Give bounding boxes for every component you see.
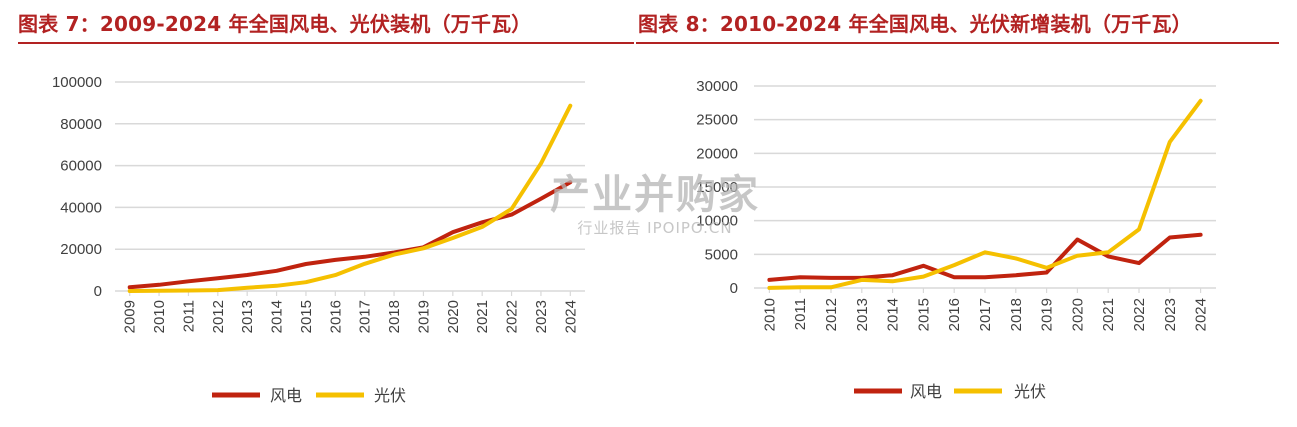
x-tick-label: 2010	[151, 300, 168, 333]
legend-label-solar: 光伏	[374, 386, 406, 405]
x-tick-label: 2010	[761, 298, 778, 331]
figure-title: 图表 8：2010-2024 年全国风电、光伏新增装机（万千瓦）	[638, 12, 1192, 36]
x-tick-label: 2020	[445, 300, 462, 333]
wind-solar-capacity-chart: 0 20000 40000 60000 80000 100000 2009 2010 2011 2…	[52, 74, 585, 405]
x-tick-label: 2013	[239, 300, 256, 333]
y-tick-label: 100000	[52, 74, 102, 91]
y-tick-label: 40000	[60, 199, 102, 216]
x-tick-label: 2013	[854, 298, 871, 331]
title-rule	[18, 42, 634, 44]
x-tick-label: 2011	[792, 298, 809, 330]
x-tick-label: 2012	[210, 300, 227, 333]
x-tick-label: 2018	[386, 300, 403, 333]
y-tick-label: 15000	[696, 179, 738, 196]
x-tick-label: 2018	[1008, 298, 1025, 331]
figure-8: 图表 8：2010-2024 年全国风电、光伏新增装机（万千瓦） 0 5000 10…	[636, 0, 1297, 427]
x-tick-label: 2022	[504, 300, 521, 333]
x-tick-label: 2019	[415, 300, 432, 333]
x-tick-label: 2023	[533, 300, 550, 333]
wind-series-line	[767, 232, 1203, 282]
x-tick-label: 2019	[1039, 298, 1056, 331]
x-tick-label: 2015	[915, 298, 932, 331]
y-tick-label: 20000	[696, 145, 738, 162]
title-rule	[636, 42, 1279, 44]
y-tick-label: 10000	[696, 213, 738, 230]
y-tick-label: 20000	[60, 241, 102, 258]
solar-series-line	[127, 103, 573, 293]
x-tick-label: 2021	[1100, 298, 1117, 331]
x-tick-label: 2017	[977, 298, 994, 331]
x-tick-label: 2021	[474, 300, 491, 333]
x-tick-label: 2016	[327, 300, 344, 333]
y-tick-label: 80000	[60, 116, 102, 133]
x-tick-label: 2022	[1131, 298, 1148, 331]
y-tick-label: 5000	[705, 246, 738, 263]
x-tick-label: 2024	[1193, 298, 1210, 331]
x-tick-label: 2014	[885, 298, 902, 331]
x-tick-label: 2014	[269, 300, 286, 333]
solar-series-line	[767, 98, 1203, 290]
wind-solar-new-capacity-chart: 0 5000 10000 15000 20000 25000 30000 2010 2011 20…	[696, 78, 1216, 401]
figure-title: 图表 7：2009-2024 年全国风电、光伏装机（万千瓦）	[18, 12, 532, 36]
x-tick-label: 2017	[357, 300, 374, 333]
x-tick-label: 2023	[1162, 298, 1179, 331]
x-tick-label: 2016	[946, 298, 963, 331]
x-tick-label: 2024	[562, 300, 579, 333]
legend-label-solar: 光伏	[1014, 382, 1046, 401]
figure-7: 图表 7：2009-2024 年全国风电、光伏装机（万千瓦） 0 20000 400…	[0, 0, 634, 427]
y-tick-label: 60000	[60, 158, 102, 175]
y-tick-label: 0	[730, 280, 738, 297]
y-tick-label: 30000	[696, 78, 738, 95]
x-tick-label: 2020	[1069, 298, 1086, 331]
x-tick-label: 2011	[180, 300, 197, 332]
legend-label-wind: 风电	[270, 386, 302, 405]
y-tick-label: 25000	[696, 112, 738, 129]
y-tick-label: 0	[94, 283, 102, 300]
x-tick-label: 2009	[122, 300, 139, 333]
legend-label-wind: 风电	[910, 382, 942, 401]
x-tick-label: 2012	[823, 298, 840, 331]
x-tick-label: 2015	[298, 300, 315, 333]
